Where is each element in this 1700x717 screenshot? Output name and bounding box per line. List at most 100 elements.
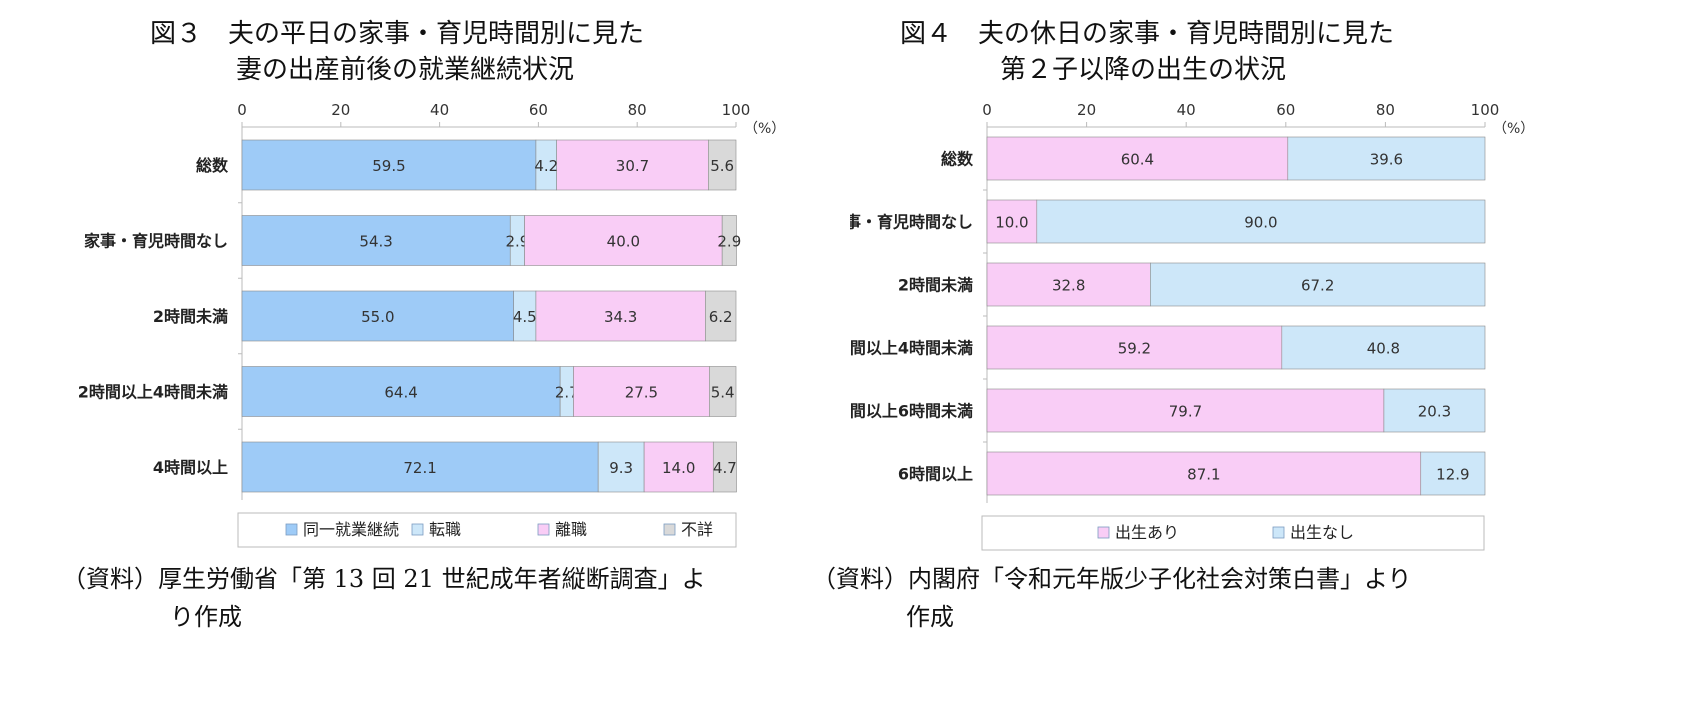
figure-3-source-line2: り作成 [170, 603, 242, 631]
figure-3-title-line2: 妻の出産前後の就業継続状況 [236, 55, 575, 85]
data-label: 14.0 [662, 459, 695, 477]
figure-3-panel: 図３ 夫の平日の家事・育児時間別に見た 妻の出産前後の就業継続状況 0 20 40 6… [62, 19, 785, 631]
category-label: 家事・育児時間なし [850, 213, 973, 232]
data-label: 2.7 [555, 384, 579, 402]
bar-segment [573, 366, 710, 417]
bar-segment [709, 366, 737, 417]
data-label: 55.0 [361, 308, 394, 326]
bar-segment [708, 139, 737, 191]
legend-label: 離職 [555, 520, 587, 539]
data-label: 5.6 [710, 157, 734, 175]
category-label: 2時間以上4時間未満 [850, 339, 973, 358]
x-tick-label: 40 [430, 101, 449, 119]
data-label: 32.8 [1052, 277, 1085, 295]
data-label: 40.0 [607, 233, 640, 251]
data-label: 72.1 [403, 459, 436, 477]
bar-segment [241, 366, 561, 417]
x-tick-label: 100 [722, 101, 751, 119]
bar-segment [241, 290, 515, 342]
legend-box [237, 512, 737, 548]
legend-label: 同一就業継続 [303, 520, 399, 539]
bar-segment [524, 215, 723, 266]
figure-3-chart: 0 20 40 60 80 100 （%） 総数 59.5 4.2 30.7 5.6 家事・育児時間なし… [78, 101, 785, 548]
figure-4-chart: 0 20 40 60 80 100 （%） 総数 60.4 39.6 家事・育児時間なし 10.0 90… [850, 101, 1534, 551]
bar-segment [986, 388, 1385, 433]
bar-segment [241, 215, 511, 266]
legend-label: 出生なし [1290, 523, 1354, 542]
category-label: 4時間以上 [153, 458, 228, 477]
bar-segment [986, 451, 1422, 496]
data-label: 87.1 [1187, 466, 1220, 484]
bar-segment [1420, 451, 1486, 496]
bar-segment [1036, 199, 1486, 244]
data-label: 5.4 [711, 384, 735, 402]
bar-segment [1383, 388, 1486, 433]
category-label: 6時間以上 [898, 465, 973, 484]
bar-segment [986, 325, 1283, 370]
data-label: 4.5 [513, 308, 537, 326]
data-label: 20.3 [1418, 403, 1451, 421]
bar-segment [241, 139, 537, 191]
data-label: 64.4 [384, 384, 417, 402]
x-tick-label: 80 [628, 101, 647, 119]
x-tick-label: 100 [1471, 101, 1500, 119]
legend-label: 不詳 [681, 520, 713, 539]
category-label: 2時間未満 [898, 276, 973, 295]
legend-swatch [411, 523, 424, 536]
bar-segment [986, 199, 1038, 244]
legend-swatch [537, 523, 550, 536]
data-label: 9.3 [609, 459, 633, 477]
figure-3-title-line1: 図３ 夫の平日の家事・育児時間別に見た [150, 19, 645, 49]
data-label: 27.5 [625, 384, 658, 402]
legend-label: 出生あり [1115, 523, 1179, 542]
data-label: 2.9 [717, 233, 741, 251]
bar-segment [705, 290, 737, 342]
data-label: 54.3 [359, 233, 392, 251]
data-label: 34.3 [604, 308, 637, 326]
unit-label: （%） [744, 121, 785, 137]
legend-swatch [1097, 526, 1110, 539]
bar-segment [643, 441, 714, 493]
bar-segment [1150, 262, 1486, 307]
legend-box [981, 515, 1485, 551]
data-label: 30.7 [616, 157, 649, 175]
category-label: 2時間以上4時間未満 [78, 383, 228, 402]
bar-segment [1281, 325, 1486, 370]
data-label: 67.2 [1301, 277, 1334, 295]
data-label: 79.7 [1169, 403, 1202, 421]
data-label: 4.2 [534, 157, 558, 175]
x-tick-label: 60 [1276, 101, 1295, 119]
figure-4-panel: 図４ 夫の休日の家事・育児時間別に見た 第２子以降の出生の状況 0 20 40 60 8… [812, 0, 1700, 717]
x-tick-label: 20 [331, 101, 350, 119]
bar-segment [712, 441, 737, 493]
x-tick-label: 0 [982, 101, 992, 119]
data-label: 59.2 [1118, 340, 1151, 358]
legend-swatch [1272, 526, 1285, 539]
category-label: 総数 [941, 150, 974, 169]
x-tick-label: 60 [529, 101, 548, 119]
legend-swatch [285, 523, 298, 536]
data-label: 12.9 [1436, 466, 1469, 484]
category-label: 家事・育児時間なし [84, 232, 228, 251]
figure-4-title-line2: 第２子以降の出生の状況 [1000, 55, 1287, 85]
x-tick-label: 20 [1077, 101, 1096, 119]
data-label: 2.9 [505, 233, 529, 251]
legend-label: 転職 [429, 520, 461, 539]
data-label: 59.5 [372, 157, 405, 175]
figure-4-title-line1: 図４ 夫の休日の家事・育児時間別に見た [900, 19, 1395, 49]
x-tick-label: 0 [237, 101, 247, 119]
bar-segment [721, 215, 737, 266]
bar-segment [597, 441, 645, 493]
data-label: 90.0 [1244, 214, 1277, 232]
figure-4-source-line2: 作成 [906, 603, 954, 631]
bar-segment [1287, 136, 1486, 181]
bar-segment [556, 139, 709, 191]
data-label: 4.7 [713, 459, 737, 477]
category-label: 総数 [196, 156, 229, 175]
data-label: 10.0 [995, 214, 1028, 232]
x-tick-label: 40 [1177, 101, 1196, 119]
category-label: 4時間以上6時間未満 [850, 402, 973, 421]
figure-3-source-line1: （資料）厚生労働省「第 13 回 21 世紀成年者縦断調査」よ [62, 565, 706, 593]
data-label: 6.2 [709, 308, 733, 326]
category-label: 2時間未満 [153, 307, 228, 326]
